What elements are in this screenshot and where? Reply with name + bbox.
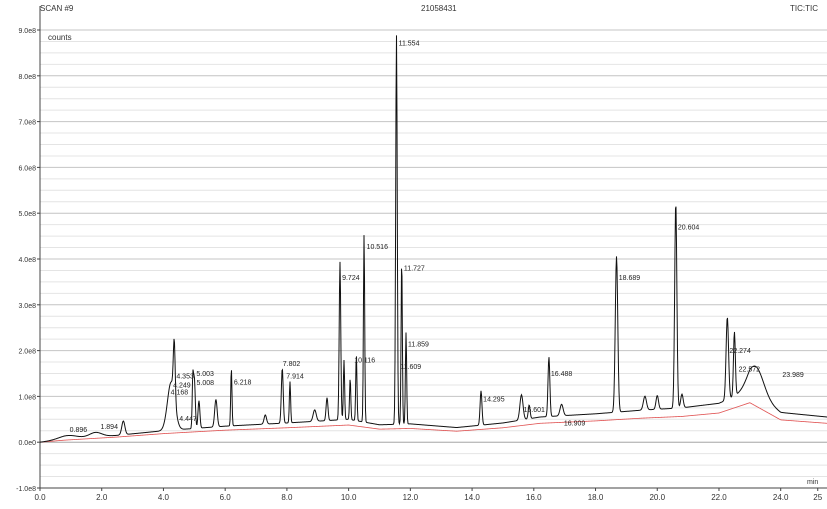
- peak-label: 11.727: [404, 266, 425, 273]
- sample-id: 21058431: [421, 4, 457, 13]
- peak-label: 0.896: [70, 427, 88, 434]
- y-axis-label: counts: [48, 33, 72, 42]
- y-tick-label: 9.0e8: [18, 28, 36, 35]
- peak-label: 22.274: [729, 348, 751, 355]
- y-tick-label: 1.0e8: [18, 394, 36, 401]
- x-tick-label: 14.0: [464, 493, 480, 502]
- axes: [37, 6, 827, 491]
- x-tick-label: 20.0: [649, 493, 665, 502]
- peak-label: 7.914: [286, 373, 304, 380]
- baseline-integration-line: [39, 402, 827, 443]
- peak-label: 10.516: [367, 244, 389, 251]
- x-axis-label: min: [807, 479, 818, 486]
- y-tick-label: 0.0e0: [18, 440, 36, 447]
- trace-label: TIC:TIC: [790, 4, 818, 13]
- peak-label: 10.116: [354, 357, 375, 364]
- peak-label: 4.249: [173, 383, 191, 390]
- scan-label: SCAN #9: [40, 4, 74, 13]
- x-tick-label: 2.0: [96, 493, 108, 502]
- x-tick-label: 4.0: [158, 493, 170, 502]
- y-tick-label: 7.0e8: [18, 120, 36, 127]
- x-tick-label: 0.0: [34, 493, 46, 502]
- peak-label: 16.909: [564, 421, 586, 428]
- x-tick-label: 6.0: [220, 493, 232, 502]
- peak-label: 4.168: [171, 389, 189, 396]
- peak-label: 18.689: [619, 275, 641, 282]
- peak-label: 6.218: [234, 379, 252, 386]
- peak-label: 16.488: [551, 371, 573, 378]
- peak-label: 11.554: [399, 40, 420, 47]
- tick-labels: -1.0e8 0.0e0 1.0e8 2.0e8 3.0e8 4.0e8 5.0e8 6.0e…: [16, 28, 823, 502]
- y-tick-label: 8.0e8: [18, 74, 36, 81]
- gridlines: [40, 29, 827, 489]
- peak-label: 5.008: [197, 380, 215, 387]
- x-tick-label: 16.0: [526, 493, 542, 502]
- peak-label: 11.859: [408, 341, 429, 348]
- x-tick-label: 10.0: [341, 493, 357, 502]
- x-tick-label: 24.0: [773, 493, 789, 502]
- x-tick-label: 18.0: [588, 493, 604, 502]
- peak-label: 1.894: [100, 424, 118, 431]
- x-tick-label: 25: [813, 493, 822, 502]
- y-tick-label: 6.0e8: [18, 165, 36, 172]
- peak-label: 9.724: [342, 275, 360, 282]
- y-tick-label: 4.0e8: [18, 257, 36, 264]
- peak-label: 20.604: [678, 225, 700, 232]
- y-tick-label: 2.0e8: [18, 349, 36, 356]
- peak-label: 5.003: [196, 371, 214, 378]
- y-tick-label: 5.0e8: [18, 211, 36, 218]
- peak-label: 4.353: [176, 373, 194, 380]
- tic-trace-line: [39, 35, 827, 443]
- peak-label: 4.447: [179, 416, 197, 423]
- x-tick-label: 22.0: [711, 493, 727, 502]
- peak-label: 22.572: [739, 367, 761, 374]
- peak-label: 15.601: [523, 407, 545, 414]
- x-tick-label: 8.0: [281, 493, 293, 502]
- series-layer: [39, 35, 827, 443]
- peak-label: 7.802: [283, 361, 301, 368]
- y-tick-label: 3.0e8: [18, 303, 36, 310]
- y-tick-label: -1.0e8: [16, 486, 36, 493]
- peak-label: 23.989: [782, 372, 804, 379]
- x-tick-label: 12.0: [403, 493, 419, 502]
- peak-label: 11.609: [400, 364, 421, 371]
- peak-label: 14.295: [483, 396, 505, 403]
